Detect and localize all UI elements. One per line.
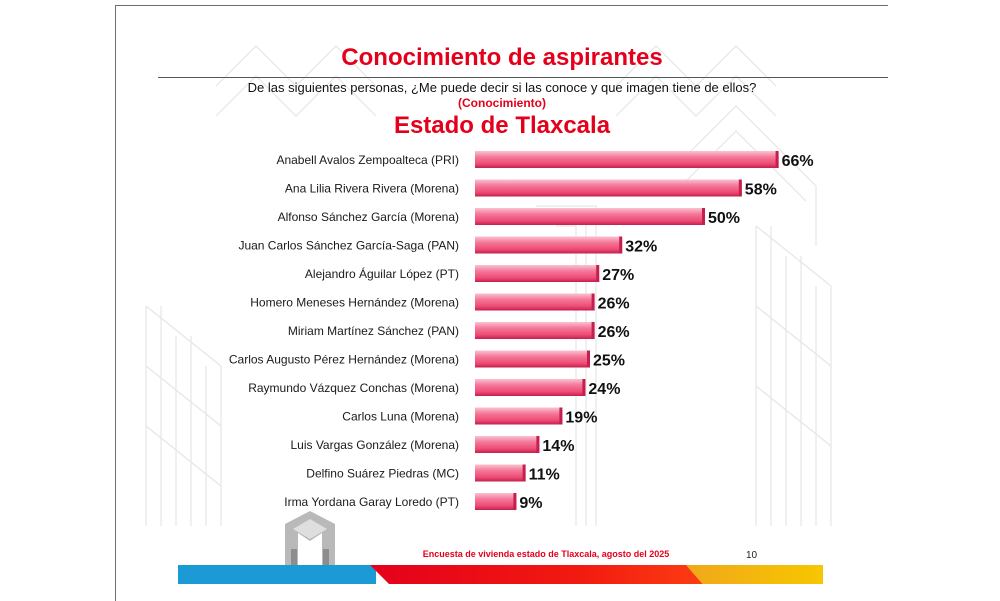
bar [475, 493, 517, 510]
bar [475, 350, 590, 368]
bar-end-cap [775, 151, 779, 168]
bar [475, 379, 586, 396]
value-label: 19% [565, 410, 597, 427]
background-watermark [145, 45, 832, 526]
value-label: 27% [602, 267, 634, 284]
bar [475, 265, 600, 282]
bar [475, 151, 779, 168]
value-label: 26% [598, 296, 630, 313]
survey-slide: Conocimiento de aspirantes De las siguie… [115, 5, 888, 601]
value-label: 11% [529, 467, 560, 484]
bar [475, 236, 623, 254]
category-label: Luis Vargas González (Morena) [290, 438, 459, 452]
value-label: 9% [519, 495, 542, 512]
bar-end-cap [702, 208, 705, 225]
category-label: Carlos Luna (Morena) [342, 410, 459, 424]
category-label: Alejandro Águilar López (PT) [305, 266, 459, 281]
bar-end-cap [738, 179, 742, 197]
category-label: Juan Carlos Sánchez García-Saga (PAN) [238, 239, 459, 253]
value-label: 32% [625, 239, 657, 256]
bar [475, 208, 705, 225]
bar-chart: Anabell Avalos Zempoalteca (PRI) 66% Ana L… [229, 151, 814, 512]
category-label: Homero Meneses Hernández (Morena) [250, 296, 459, 310]
value-label: 66% [782, 153, 814, 170]
footer-band-red [370, 565, 750, 584]
bar-end-cap [596, 265, 600, 282]
value-label: 14% [542, 438, 574, 455]
bar-end-cap [591, 293, 595, 311]
bar-end-cap [582, 379, 586, 396]
value-label: 50% [708, 210, 740, 227]
category-label: Anabell Avalos Zempoalteca (PRI) [276, 153, 459, 167]
bar-end-cap [559, 407, 563, 425]
category-label: Irma Yordana Garay Loredo (PT) [284, 495, 459, 509]
bar-end-cap [619, 236, 623, 254]
bar-end-cap [513, 493, 517, 510]
title-divider [158, 77, 888, 78]
value-label: 58% [745, 182, 777, 199]
bar-end-cap [591, 322, 595, 339]
category-label: Raymundo Vázquez Conchas (Morena) [248, 381, 459, 395]
survey-subtitle: (Conocimiento) [458, 96, 546, 110]
page-number: 10 [746, 550, 758, 561]
category-label: Delfino Suárez Piedras (MC) [306, 467, 459, 481]
footer-band-blue [178, 565, 376, 584]
survey-question: De las siguientes personas, ¿Me puede de… [247, 80, 757, 95]
footer-band-orange [686, 565, 823, 584]
company-logo [285, 511, 335, 575]
page-title: Conocimiento de aspirantes [341, 44, 663, 71]
bar [475, 464, 526, 482]
bar [475, 179, 742, 197]
value-label: 26% [598, 324, 630, 341]
category-label: Alfonso Sánchez García (Morena) [278, 210, 459, 224]
value-label: 25% [593, 353, 625, 370]
bar-end-cap [522, 464, 526, 482]
bar [475, 293, 595, 311]
value-label: 24% [588, 381, 620, 398]
bar [475, 436, 540, 453]
category-label: Miriam Martínez Sánchez (PAN) [288, 324, 459, 338]
bar-end-cap [536, 436, 540, 453]
category-label: Ana Lilia Rivera Rivera (Morena) [285, 182, 459, 196]
bar [475, 322, 595, 339]
survey-source: Encuesta de vivienda estado de Tlaxcala,… [422, 549, 670, 559]
category-label: Carlos Augusto Pérez Hernández (Morena) [229, 353, 459, 367]
bar-end-cap [587, 350, 590, 368]
state-title: Estado de Tlaxcala [393, 112, 611, 139]
bar [475, 407, 563, 425]
